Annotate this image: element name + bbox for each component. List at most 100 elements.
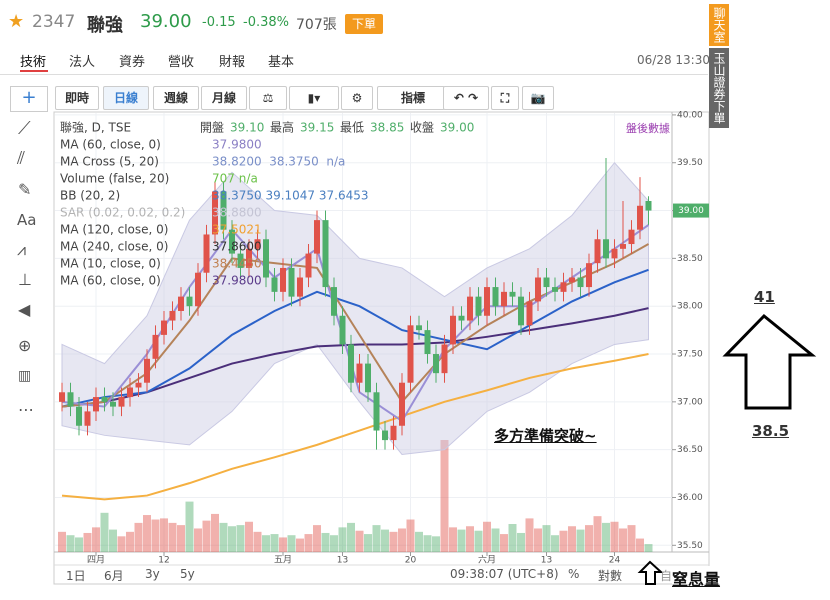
percent-toggle[interactable]: % [568, 567, 580, 581]
toolbar-button[interactable]: 週線 [153, 86, 199, 110]
candle-body [169, 310, 176, 321]
candle-body [271, 277, 278, 292]
volume-tool[interactable]: ▥ [18, 368, 32, 384]
y-tick-label: 39.50 [677, 158, 703, 168]
volume-bar [568, 526, 576, 552]
y-tick-label: 36.00 [677, 493, 703, 503]
snapshot-button[interactable]: 📷 [522, 86, 554, 110]
candle-body [611, 248, 618, 259]
volume-bar [644, 544, 653, 552]
undo-redo-button[interactable]: ↶ ↷ [443, 86, 489, 110]
crosshair-tool[interactable]: + [10, 86, 48, 112]
volume-bar [168, 522, 177, 552]
candle-body [365, 363, 371, 393]
volume-bar [372, 525, 381, 552]
chart-type-button[interactable]: ▮▾ [289, 86, 339, 110]
toolbar-button[interactable]: 指標 [377, 86, 445, 110]
toolbar-button[interactable]: 即時 [55, 86, 99, 110]
fullscreen-button[interactable]: ⛶ [491, 86, 519, 110]
legend-label: MA (120, close, 0) [60, 223, 168, 237]
candle-body [373, 392, 380, 431]
last-price-tag [673, 203, 709, 218]
candle-body [229, 229, 235, 254]
legend-value: 37.9800 [212, 274, 262, 288]
chat-button[interactable]: 聊天室 [709, 4, 729, 46]
candle-body [484, 287, 490, 316]
volume-bar [194, 528, 202, 552]
candle-body [645, 200, 652, 211]
candle-body [246, 248, 252, 268]
fib-tool[interactable]: ⫽ [17, 148, 26, 169]
range-button[interactable]: 3y [145, 567, 160, 581]
zoom-tool[interactable]: ⊕ [18, 336, 32, 355]
back-tool[interactable]: ◀ [18, 300, 31, 319]
volume-bar [338, 527, 347, 552]
tab[interactable]: 營收 [168, 55, 195, 70]
volume-bar [313, 525, 321, 552]
x-tick-label: 13 [337, 556, 348, 566]
tab[interactable]: 技術 [20, 55, 47, 70]
volume-bar [347, 522, 355, 552]
candle-body [450, 315, 456, 345]
x-tick-label: 13 [541, 556, 552, 566]
candle-body [518, 296, 524, 326]
volume-bar [202, 520, 211, 552]
pattern-tool[interactable]: ⩘ [17, 240, 27, 259]
tab[interactable]: 基本 [268, 55, 295, 70]
toolbar-button[interactable]: 月線 [201, 86, 247, 110]
legend-value: 38.3750 [269, 155, 319, 169]
candle-body [254, 239, 261, 249]
candle-body [305, 253, 312, 278]
volume-bar [117, 536, 126, 552]
text-tool[interactable]: Aa [17, 211, 37, 229]
target-low: 38.5 [752, 422, 790, 440]
price: 39.00 [140, 11, 192, 32]
tab[interactable]: 法人 [69, 55, 96, 70]
volume-bar [500, 534, 508, 552]
log-toggle[interactable]: 對數 [598, 569, 623, 583]
legend-value: 38.3750 39.1047 37.6453 [212, 189, 369, 203]
volume-bar [262, 535, 270, 552]
more-tool[interactable]: ⋯ [18, 400, 34, 419]
chart-frame [53, 111, 710, 585]
toolbar-button[interactable]: 日線 [103, 86, 149, 110]
candle-body [399, 382, 405, 426]
candle-body [84, 411, 91, 426]
range-button[interactable]: 6月 [104, 569, 124, 583]
candle-body [407, 325, 414, 383]
candle-body [603, 239, 609, 259]
volume-bar [151, 519, 160, 552]
volume: 707張 [296, 17, 337, 33]
candle-body [322, 220, 329, 288]
volume-bar [219, 522, 228, 552]
scale-button[interactable]: ⚖ [249, 86, 287, 110]
measure-tool[interactable]: ⊥ [18, 270, 32, 289]
legend-ohlc: 最高 [270, 120, 294, 135]
tab[interactable]: 財報 [219, 55, 246, 70]
brush-tool[interactable]: ✎ [18, 180, 32, 199]
candle-body [620, 244, 626, 249]
volume-bar [143, 515, 151, 552]
broker-button[interactable]: 玉山證券下單 [709, 48, 729, 128]
tab[interactable]: 資券 [119, 55, 146, 70]
volume-bar [381, 529, 389, 552]
legend-label: SAR (0.02, 0.02, 0.2) [60, 206, 185, 220]
volume-bar [432, 536, 440, 552]
legend-label: BB (20, 2) [60, 189, 120, 203]
star-icon[interactable]: ★ [8, 11, 25, 32]
volume-bar [415, 531, 423, 552]
range-button[interactable]: 5y [180, 567, 195, 581]
range-button[interactable]: 1日 [66, 569, 86, 583]
stock-code: 2347 [32, 12, 76, 32]
legend-value: n/a [239, 172, 258, 186]
volume-bar [636, 538, 644, 552]
volume-bar [440, 440, 449, 552]
order-button[interactable]: 下單 [345, 14, 383, 34]
settings-button[interactable]: ⚙ [341, 86, 373, 110]
legend-value: 38.8800 [212, 206, 262, 220]
line-tool[interactable]: ⟋ [18, 118, 31, 139]
candle-body [348, 344, 354, 383]
volume-bar [83, 532, 92, 552]
volume-bar [245, 521, 253, 552]
